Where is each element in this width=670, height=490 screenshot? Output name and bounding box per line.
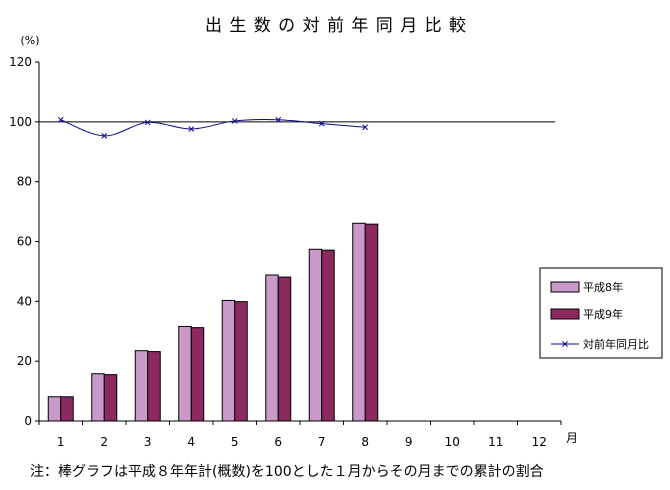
bar-h9-month-6 [277,276,292,422]
ratio-point-month-3 [144,119,151,126]
legend-swatch [550,281,580,293]
ratio-point-month-1 [57,116,64,123]
y-tick-label: 120 [9,55,32,69]
chart-footnote: 注：棒グラフは平成８年年計(概数)を100とした１月からその月までの累計の割合 [30,463,544,480]
bar-h9-month-3 [147,351,161,422]
legend-swatch [550,308,580,320]
bar-h9-month-7 [321,249,335,422]
ratio-point-month-5 [231,118,238,124]
x-tick-label: 4 [187,435,195,449]
x-tick-label: 11 [488,435,503,449]
x-tick-label: 8 [361,435,369,449]
ratio-point-month-7 [318,120,325,127]
ratio-line [60,119,366,137]
y-axis-unit-label: (%) [20,34,39,47]
x-tick-label: 3 [144,435,152,449]
legend-label: 対前年同月比 [583,337,649,351]
x-axis-unit-label: 月 [566,431,578,445]
x-tick-label: 1 [57,435,65,449]
ratio-point-month-2 [101,133,108,139]
y-tick-label: 40 [17,294,32,308]
bar-h8-month-8 [352,222,366,422]
x-tick-label: 9 [405,435,413,449]
x-tick-label: 2 [100,435,108,449]
y-tick-label: 80 [17,175,32,189]
y-tick-label: 0 [24,414,32,428]
y-tick-label: 100 [9,115,32,129]
ratio-point-month-8 [362,124,369,131]
legend-label: 平成8年 [583,280,623,294]
bar-h9-month-1 [60,396,74,422]
x-tick-label: 6 [274,435,282,449]
x-tick-label: 10 [445,435,460,449]
legend-item-2: 平成9年 [550,307,623,321]
legend-label: 平成9年 [583,307,623,321]
chart-title: 出 生 数 の 対 前 年 同 月 比 較 [205,16,467,36]
ratio-point-month-6 [275,116,282,123]
bar-h8-month-2 [91,373,105,422]
bar-h8-month-1 [47,396,62,422]
bar-h9-month-4 [190,327,205,422]
x-tick-label: 12 [532,435,547,449]
ratio-point-month-4 [188,126,195,132]
x-tick-label: 7 [318,435,326,449]
bar-h8-month-7 [308,248,323,422]
bar-h8-month-6 [265,274,279,422]
bar-h8-month-4 [178,325,192,422]
bar-h9-month-5 [234,301,248,422]
bar-h9-month-8 [364,223,379,422]
bar-h8-month-5 [221,299,236,422]
legend-item-1: 平成8年 [550,280,623,294]
y-tick-label: 60 [17,235,32,249]
legend-item-3: 対前年同月比 [551,337,649,351]
x-tick-label: 5 [231,435,239,449]
bar-h9-month-2 [103,374,118,422]
y-tick-label: 20 [17,354,32,368]
bar-h8-month-3 [134,350,149,422]
